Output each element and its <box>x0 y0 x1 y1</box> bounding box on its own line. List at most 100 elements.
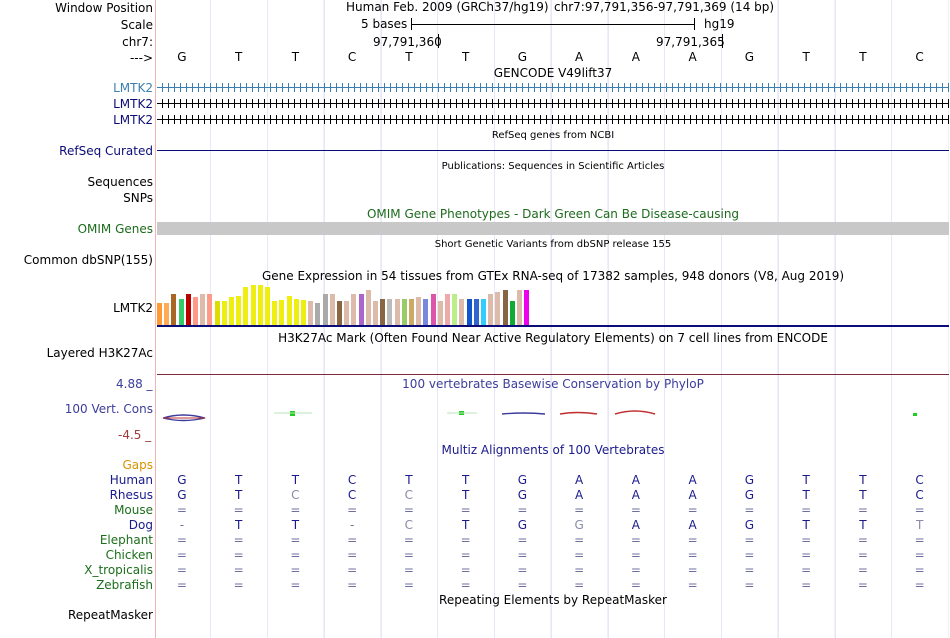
gtex-tissue-bar[interactable] <box>329 294 335 325</box>
multiz-species-label[interactable]: Elephant <box>99 533 153 547</box>
gtex-tissue-bar[interactable] <box>243 287 249 325</box>
gtex-tissue-bar[interactable] <box>452 294 458 325</box>
multiz-species-label[interactable]: Rhesus <box>109 488 153 502</box>
refseq-gene-line[interactable] <box>157 150 949 151</box>
gencode-transcript-3[interactable] <box>157 115 949 124</box>
gtex-tissue-bar[interactable] <box>308 301 314 325</box>
assembly-name: Human Feb. 2009 (GRCh37/hg19) <box>346 0 549 14</box>
gtex-tissue-bar[interactable] <box>445 294 450 325</box>
multiz-base: C <box>915 488 924 502</box>
multiz-species-label[interactable]: Chicken <box>105 548 153 562</box>
gtex-tissue-bar[interactable] <box>293 299 299 325</box>
gtex-tissue-bar[interactable] <box>430 294 436 325</box>
gencode-row-3-label[interactable]: LMTK2 <box>113 113 153 127</box>
gtex-tissue-bar[interactable] <box>495 292 501 325</box>
gtex-tissue-bar[interactable] <box>279 300 285 325</box>
multiz-base: = <box>687 563 698 577</box>
gtex-tissue-bar[interactable] <box>481 299 486 325</box>
window-position-value[interactable]: chr7:97,791,356-97,791,369 (14 bp) <box>554 0 775 14</box>
gtex-tissue-bar[interactable] <box>286 296 292 325</box>
gtex-tissue-bar[interactable] <box>401 299 407 325</box>
gtex-tissue-bar[interactable] <box>488 294 494 325</box>
multiz-base: = <box>176 533 187 547</box>
multiz-species-label[interactable]: Dog <box>128 518 153 532</box>
gtex-tissue-bar[interactable] <box>466 299 472 325</box>
gtex-tissue-bar[interactable] <box>257 285 263 325</box>
gtex-tissue-bar[interactable] <box>207 294 213 325</box>
gtex-tissue-bar[interactable] <box>171 294 177 325</box>
scale-bar <box>411 24 695 25</box>
ruler-base: T <box>802 50 810 64</box>
gtex-tissue-bar[interactable] <box>229 297 234 325</box>
label-column-separator <box>155 0 156 638</box>
multiz-species-label[interactable]: Mouse <box>114 503 153 517</box>
gtex-tissue-bar[interactable] <box>214 301 220 325</box>
gencode-transcript-1[interactable] <box>157 83 949 92</box>
gtex-tissue-bar[interactable] <box>380 299 386 325</box>
multiz-base: G <box>574 518 584 532</box>
h3k27ac-label[interactable]: Layered H3K27Ac <box>46 346 153 360</box>
multiz-species-label[interactable]: Zebrafish <box>96 578 153 592</box>
multiz-base: G <box>744 518 755 532</box>
omim-phenotype-bar[interactable] <box>157 222 949 235</box>
gtex-tissue-bar[interactable] <box>315 303 321 325</box>
gtex-tissue-bar[interactable] <box>387 299 393 325</box>
gtex-tissue-bar[interactable] <box>524 290 530 325</box>
gtex-tissue-bar[interactable] <box>459 299 465 325</box>
gtex-tissue-bar[interactable] <box>178 299 184 325</box>
gtex-tissue-bar[interactable] <box>351 294 357 325</box>
repeatmasker-label[interactable]: RepeatMasker <box>67 608 153 622</box>
gtex-gene-label[interactable]: LMTK2 <box>113 301 153 315</box>
phylop-min: -4.5 _ <box>118 428 152 442</box>
gencode-transcript-2[interactable] <box>157 99 949 108</box>
phylop-label[interactable]: 100 Vert. Cons <box>64 402 153 416</box>
refseq-label[interactable]: RefSeq Curated <box>59 144 153 158</box>
gtex-tissue-bar[interactable] <box>394 299 400 325</box>
gtex-tissue-bar[interactable] <box>373 301 378 325</box>
gtex-tissue-bar[interactable] <box>409 299 414 325</box>
gtex-bar-chart[interactable] <box>157 284 949 325</box>
multiz-base: A <box>631 473 640 487</box>
gtex-tissue-bar[interactable] <box>344 301 350 325</box>
gtex-tissue-bar[interactable] <box>200 294 206 325</box>
pubs-snps-label[interactable]: SNPs <box>123 191 153 205</box>
gtex-tissue-bar[interactable] <box>337 301 342 325</box>
multiz-base: = <box>403 563 414 577</box>
phylop-signal[interactable] <box>157 405 949 425</box>
gtex-tissue-bar[interactable] <box>193 297 198 325</box>
multiz-species-label[interactable]: X_tropicalis <box>84 563 153 577</box>
gtex-tissue-bar[interactable] <box>365 290 371 325</box>
multiz-base: = <box>347 503 358 517</box>
gtex-tissue-bar[interactable] <box>221 301 227 325</box>
gtex-tissue-bar[interactable] <box>157 303 162 325</box>
gtex-tissue-bar[interactable] <box>473 299 479 325</box>
gtex-tissue-bar[interactable] <box>272 301 278 325</box>
omim-label[interactable]: OMIM Genes <box>77 222 153 236</box>
gtex-tissue-bar[interactable] <box>250 285 256 325</box>
multiz-base: G <box>517 488 528 502</box>
gtex-tissue-bar[interactable] <box>164 303 170 325</box>
gtex-tissue-bar[interactable] <box>437 301 443 325</box>
pubs-sequences-label[interactable]: Sequences <box>87 175 153 189</box>
gencode-row-1-label[interactable]: LMTK2 <box>113 81 153 95</box>
gtex-tissue-bar[interactable] <box>185 294 191 325</box>
dbsnp-label[interactable]: Common dbSNP(155) <box>23 253 153 267</box>
gencode-row-2-label[interactable]: LMTK2 <box>113 97 153 111</box>
gtex-tissue-bar[interactable] <box>358 294 364 325</box>
multiz-base: = <box>460 503 471 517</box>
gtex-tissue-bar[interactable] <box>322 294 328 325</box>
ruler-base: A <box>631 50 640 64</box>
gtex-tissue-bar[interactable] <box>416 297 422 325</box>
gtex-tissue-bar[interactable] <box>301 300 306 325</box>
gtex-tissue-bar[interactable] <box>502 290 508 325</box>
multiz-base: G <box>744 473 755 487</box>
gtex-tissue-bar[interactable] <box>423 299 429 325</box>
multiz-gaps-label[interactable]: Gaps <box>122 458 153 472</box>
ruler-tick-1 <box>438 34 439 48</box>
multiz-species-label[interactable]: Human <box>109 473 153 487</box>
gtex-tissue-bar[interactable] <box>236 296 242 325</box>
scale-text: 5 bases <box>361 17 408 31</box>
gtex-tissue-bar[interactable] <box>265 287 270 325</box>
gtex-tissue-bar[interactable] <box>517 290 522 325</box>
gtex-tissue-bar[interactable] <box>509 301 515 325</box>
